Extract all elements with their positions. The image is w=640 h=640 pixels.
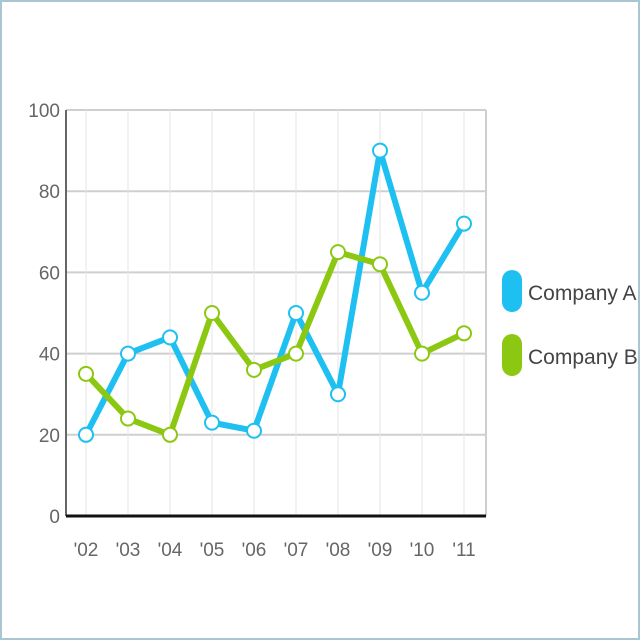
x-tick-label: '03 [116,540,141,561]
y-tick-label: 20 [39,426,60,447]
series-lines [83,147,467,438]
data-point-company-b [120,410,136,427]
x-tick-label: '04 [158,540,183,561]
x-tick-label: '09 [368,540,393,561]
x-tick-label: '06 [242,540,267,561]
x-tick-label: '05 [200,540,225,561]
x-tick-label: '02 [74,540,99,561]
plot-area [66,110,486,516]
data-point-company-a [414,284,430,301]
data-point-company-b [456,325,472,342]
x-tick-label: '11 [452,540,475,561]
data-point-company-b [372,256,388,273]
data-point-company-a [246,422,262,439]
data-point-company-a [330,386,346,403]
series-line-company-b [83,249,467,438]
data-point-company-a [288,305,304,321]
data-point-company-a [162,329,178,346]
data-point-company-b [204,305,220,321]
y-tick-label: 80 [39,182,60,203]
legend-label: Company A [528,282,637,305]
data-point-company-b [246,361,262,378]
data-point-company-a [120,345,136,362]
x-tick-label: '08 [326,540,351,561]
legend-swatch [502,334,522,376]
data-point-company-b [78,365,94,382]
y-tick-labels: 0 20 40 60 80 100 [28,101,60,528]
data-point-company-b [330,244,346,261]
legend-swatch [502,270,522,312]
x-tick-labels: '02 '03 '04 '05 '06 '07 '08 '09 '10 '11 [74,540,476,561]
data-point-company-a [204,414,220,431]
grid-lines [66,109,487,516]
y-tick-label: 0 [49,507,60,528]
data-point-company-b [162,426,178,443]
series-line-company-a [83,147,467,438]
data-point-company-a [78,426,94,443]
axes [65,110,486,518]
data-point-company-a [456,215,472,232]
legend-label: Company B [528,346,638,369]
x-tick-label: '07 [284,540,309,561]
legend: Company A Company B [502,270,638,376]
data-point-company-a [372,142,388,159]
y-tick-label: 40 [39,345,60,366]
y-tick-label: 60 [39,263,60,284]
y-tick-label: 100 [28,101,60,122]
data-point-company-b [414,345,430,362]
data-points [78,142,472,443]
data-point-company-b [288,345,304,362]
x-tick-label: '10 [410,540,435,561]
